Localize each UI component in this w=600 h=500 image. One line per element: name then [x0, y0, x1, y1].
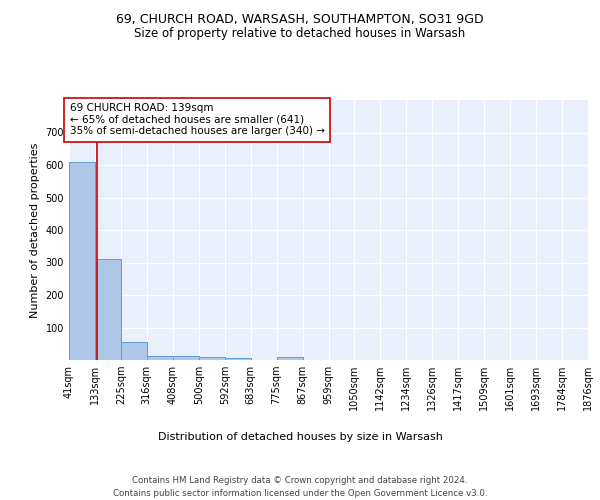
Bar	[69, 162, 95, 360]
Bar	[277, 358, 302, 360]
Bar	[199, 357, 225, 360]
Bar	[95, 259, 121, 360]
Bar	[173, 356, 199, 360]
Bar	[147, 356, 173, 360]
Text: 69 CHURCH ROAD: 139sqm
← 65% of detached houses are smaller (641)
35% of semi-de: 69 CHURCH ROAD: 139sqm ← 65% of detached…	[70, 104, 325, 136]
Bar	[173, 356, 199, 360]
Bar	[147, 356, 173, 360]
Bar	[225, 358, 251, 360]
Text: 69, CHURCH ROAD, WARSASH, SOUTHAMPTON, SO31 9GD: 69, CHURCH ROAD, WARSASH, SOUTHAMPTON, S…	[116, 12, 484, 26]
Bar	[277, 358, 302, 360]
Text: Distribution of detached houses by size in Warsash: Distribution of detached houses by size …	[158, 432, 442, 442]
Text: Contains public sector information licensed under the Open Government Licence v3: Contains public sector information licen…	[113, 489, 487, 498]
Bar	[121, 342, 147, 360]
Bar	[69, 162, 95, 360]
Text: Size of property relative to detached houses in Warsash: Size of property relative to detached ho…	[134, 28, 466, 40]
Text: Contains HM Land Registry data © Crown copyright and database right 2024.: Contains HM Land Registry data © Crown c…	[132, 476, 468, 485]
Bar	[95, 259, 121, 360]
Bar	[199, 357, 225, 360]
Bar	[225, 358, 251, 360]
Y-axis label: Number of detached properties: Number of detached properties	[30, 142, 40, 318]
Bar	[121, 342, 147, 360]
